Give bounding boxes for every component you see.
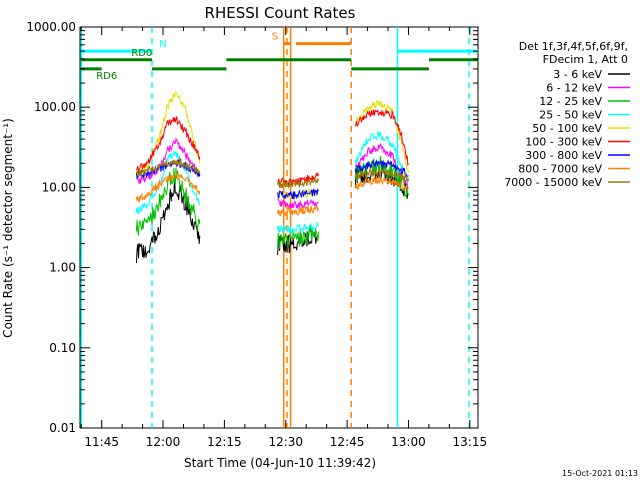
legend-label-6: 300 - 800 keV: [525, 149, 602, 162]
series-line-7-0: [135, 171, 201, 203]
x-tick-label-5: 13:00: [391, 435, 426, 449]
series-line-6-4: [354, 158, 409, 178]
legend-label-8: 7000 - 15000 keV: [504, 176, 602, 189]
y-axis-label: Count Rate (s⁻¹ detector segment⁻¹): [1, 118, 15, 338]
series-line-6-3: [277, 187, 319, 200]
flag-bars: N RD0 RD6 S: [81, 32, 478, 82]
legend-label-4: 50 - 100 keV: [532, 122, 602, 135]
series-line-2-0: [135, 167, 201, 236]
series-line-8-3: [277, 176, 319, 189]
x-tick-label-2: 12:15: [207, 435, 242, 449]
chart-title: RHESSI Count Rates: [205, 4, 356, 22]
legend-header-1: FDecim 1, Att 0: [543, 53, 628, 66]
x-tick-label-1: 12:00: [146, 435, 181, 449]
x-axis-ticks: 11:45 12:00 12:15 12:30 12:45 13:00 13:15: [80, 27, 488, 449]
x-tick-label-6: 13:15: [453, 435, 488, 449]
flag-label-rd0: RD0: [131, 48, 152, 59]
legend-label-0: 3 - 6 keV: [553, 68, 602, 81]
legend-label-5: 100 - 300 keV: [525, 136, 602, 149]
x-axis-label: Start Time (04-Jun-10 11:39:42): [184, 456, 376, 470]
series-line-3-0: [135, 150, 201, 215]
legend-label-3: 25 - 50 keV: [539, 109, 602, 122]
plot-frame: [79, 26, 479, 429]
y-tick-label-2: 1.00: [49, 261, 76, 275]
series-line-4-0: [135, 91, 201, 175]
series-line-1-4: [354, 142, 409, 190]
x-tick-label-0: 11:45: [84, 435, 119, 449]
flag-label-n: N: [159, 39, 166, 50]
legend-header-0: Det 1f,3f,4f,5f,6f,9f,: [519, 40, 628, 53]
y-tick-label-1: 0.10: [49, 341, 76, 355]
legend-label-1: 6 - 12 keV: [546, 82, 602, 95]
flag-label-rd6: RD6: [96, 71, 117, 82]
y-tick-label-4: 100.00: [34, 100, 76, 114]
series-line-4-4: [354, 99, 409, 174]
series-line-8-0: [135, 157, 201, 177]
series-line-3-4: [354, 131, 409, 182]
flag-label-s: S: [272, 32, 278, 43]
series-line-5-4: [354, 108, 409, 167]
series-line-2-3: [277, 224, 319, 249]
y-tick-label-5: 1000.00: [26, 20, 76, 34]
series-line-7-3: [277, 205, 319, 218]
y-tick-label-3: 10.00: [42, 180, 76, 194]
series-line-5-0: [135, 116, 201, 172]
series-line-8-4: [354, 167, 409, 183]
series-lines: [135, 91, 409, 264]
timestamp: 15-Oct-2021 01:13: [562, 469, 638, 478]
series-line-3-3: [277, 221, 319, 234]
vertical-markers: [80, 27, 470, 428]
legend-label-7: 800 - 7000 keV: [518, 163, 602, 176]
series-line-0-0: [135, 177, 201, 264]
series-line-7-4: [354, 175, 409, 192]
y-axis-ticks: 0.01 0.10 1.00 10.00 100.00 1000.00: [26, 20, 478, 435]
x-tick-label-3: 12:30: [268, 435, 303, 449]
y-tick-label-0: 0.01: [49, 421, 76, 435]
legend: Det 1f,3f,4f,5f,6f,9f,FDecim 1, Att 0 3 -…: [504, 40, 630, 189]
series-line-1-3: [277, 198, 319, 210]
x-tick-label-4: 12:45: [330, 435, 365, 449]
legend-label-2: 12 - 25 keV: [539, 95, 602, 108]
